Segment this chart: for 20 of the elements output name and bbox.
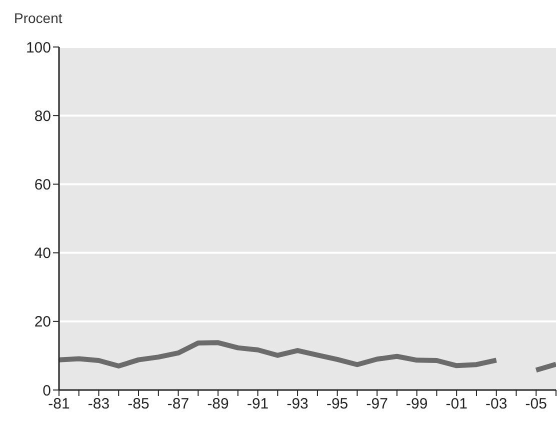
x-tick-label: -01 xyxy=(446,396,468,413)
x-tick-label: -95 xyxy=(326,396,348,413)
x-tick-label: -89 xyxy=(207,396,229,413)
x-tick-label: -85 xyxy=(128,396,150,413)
y-axis-title: Procent xyxy=(13,9,64,28)
y-tick-label: 20 xyxy=(34,314,51,331)
x-tick-label: -93 xyxy=(286,396,308,413)
x-tick-label: -05 xyxy=(525,396,547,413)
y-tick-label: 80 xyxy=(34,108,51,125)
x-tick-label: -97 xyxy=(366,396,388,413)
x-tick-label: -83 xyxy=(88,396,110,413)
x-tick-label: -99 xyxy=(406,396,428,413)
y-tick-label: 0 xyxy=(42,382,51,400)
y-tick-label: 40 xyxy=(34,245,51,262)
y-tick-label: 100 xyxy=(26,39,51,56)
x-tick-label: -87 xyxy=(167,396,190,413)
x-tick-label: -91 xyxy=(246,396,269,413)
x-tick-label: -81 xyxy=(48,396,70,413)
x-tick-label: -03 xyxy=(486,396,508,413)
y-tick-label: 60 xyxy=(34,176,51,194)
